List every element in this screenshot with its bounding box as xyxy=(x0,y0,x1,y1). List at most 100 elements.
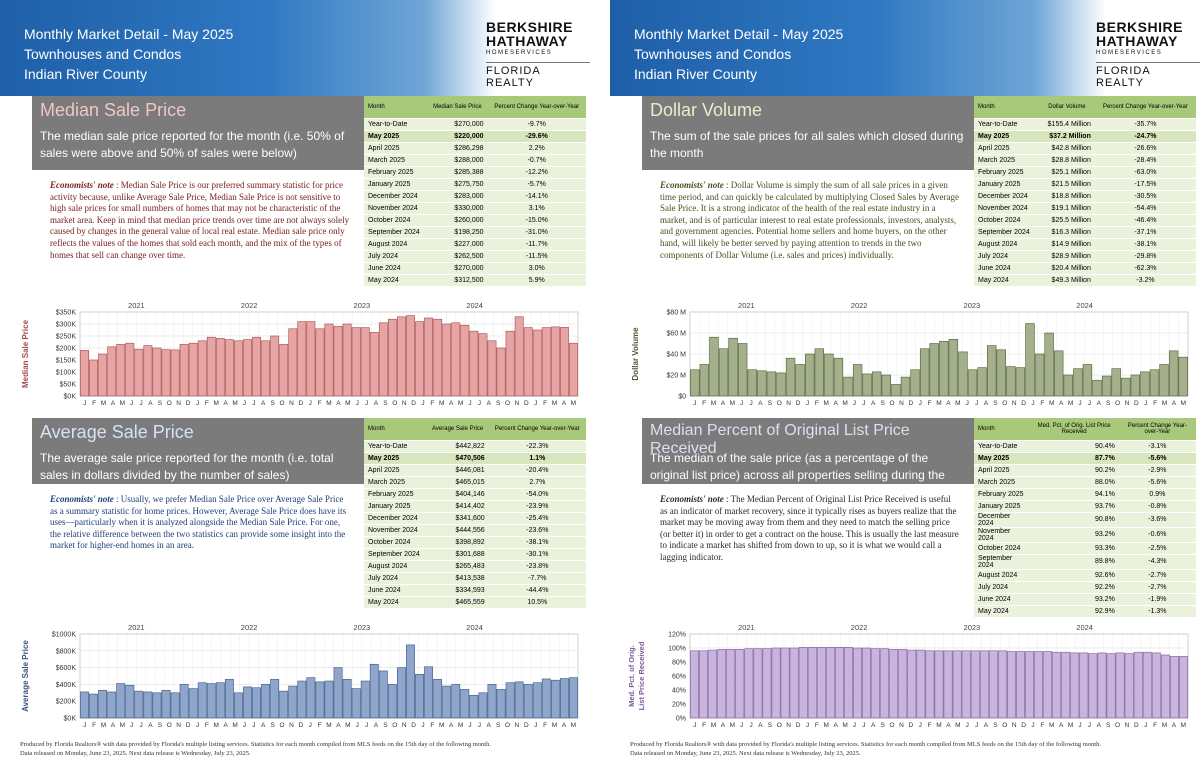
x-tick-label: J xyxy=(309,722,312,729)
year-label: 2023 xyxy=(964,301,981,310)
x-tick-label: M xyxy=(1162,722,1167,729)
bar xyxy=(1025,651,1034,719)
econ-lead: Economists' note xyxy=(50,494,114,504)
table-cell: January 2025 xyxy=(364,500,427,513)
x-tick-label: S xyxy=(993,722,998,729)
bar xyxy=(1178,356,1188,397)
bar xyxy=(306,321,316,397)
x-tick-label: O xyxy=(889,400,894,407)
year-label: 2021 xyxy=(738,301,755,310)
x-tick-label: S xyxy=(383,400,388,407)
x-tick-label: M xyxy=(552,722,557,729)
bar xyxy=(496,347,506,397)
brand-logo: BERKSHIRE HATHAWAY HOMESERVICES FLORIDA … xyxy=(486,20,590,89)
table-cell: -5.6% xyxy=(1118,452,1196,465)
table-cell: $286,298 xyxy=(427,142,488,155)
x-tick-label: J xyxy=(1144,400,1147,407)
x-tick-label: M xyxy=(730,722,735,729)
bar xyxy=(824,353,834,397)
bar xyxy=(433,318,443,397)
bar xyxy=(737,343,748,397)
table-row: June 2024 $334,593 -44.4% xyxy=(364,584,586,597)
x-tick-label: D xyxy=(411,722,416,729)
table-row: December 2024 $283,000 -14.1% xyxy=(364,190,586,203)
bar xyxy=(252,336,261,397)
x-tick-label: F xyxy=(318,400,322,407)
x-tick-label: N xyxy=(786,722,791,729)
x-tick-label: J xyxy=(1031,722,1034,729)
section-median: Median Sale Price The median sale price r… xyxy=(0,96,590,296)
x-tick-label: M xyxy=(1068,400,1073,407)
x-tick-label: F xyxy=(1153,400,1157,407)
x-tick-label: J xyxy=(83,722,86,729)
bar xyxy=(315,681,325,719)
bar xyxy=(690,650,699,719)
bar xyxy=(898,649,908,719)
y-tick-label: $20 M xyxy=(667,373,687,380)
x-tick-label: F xyxy=(702,400,706,407)
bar xyxy=(197,682,207,719)
table-cell: $227,000 xyxy=(427,238,488,251)
x-tick-label: M xyxy=(842,722,847,729)
bar xyxy=(880,648,890,719)
table-row: May 2025 87.7% -5.6% xyxy=(974,452,1196,465)
section-volume: Dollar Volume The sum of the sale prices … xyxy=(610,96,1200,296)
table-header: Median Sale Price xyxy=(427,96,488,119)
x-tick-label: S xyxy=(1106,722,1111,729)
bar xyxy=(89,359,99,397)
bar xyxy=(891,384,901,397)
bar xyxy=(532,329,542,397)
bar xyxy=(833,357,844,397)
x-tick-label: J xyxy=(139,722,142,729)
volume-chart: $0$20 M$40 M$60 M$80 MJ F M A M J J A S O N D J F M A M J… xyxy=(631,301,1189,407)
x-tick-label: J xyxy=(975,722,978,729)
x-tick-label: D xyxy=(1021,400,1026,407)
table-cell: 90.8% xyxy=(1029,512,1119,528)
year-label: 2024 xyxy=(466,623,483,632)
y-tick-label: $400K xyxy=(56,682,77,689)
table-cell: 0.9% xyxy=(1118,488,1196,501)
section-pctlist: Median Percent of Original List Price Re… xyxy=(610,418,1200,618)
table-cell: -37.1% xyxy=(1094,226,1196,239)
table-row: September 2024 $198,250 -31.0% xyxy=(364,226,586,239)
x-tick-label: J xyxy=(534,400,537,407)
year-label: 2023 xyxy=(354,301,371,310)
table-header: Percent Change Year-over-Year xyxy=(1094,96,1196,119)
table-cell: 1.1% xyxy=(488,452,586,465)
bar xyxy=(844,646,853,719)
y-tick-label: $800K xyxy=(56,648,77,655)
bar xyxy=(125,342,135,397)
x-tick-label: M xyxy=(326,722,331,729)
bar xyxy=(170,692,180,719)
x-tick-label: J xyxy=(252,722,255,729)
table-header: Month xyxy=(974,96,1040,119)
table-row: January 2025 $275,750 -5.7% xyxy=(364,178,586,191)
x-tick-label: N xyxy=(786,400,791,407)
x-tick-label: M xyxy=(1181,722,1186,729)
y-axis-label: Median Sale Price xyxy=(21,319,30,388)
x-tick-label: M xyxy=(711,400,716,407)
bar xyxy=(925,650,935,719)
table-cell: May 2025 xyxy=(364,130,428,143)
table-cell: 93.7% xyxy=(1029,500,1119,513)
x-tick-label: F xyxy=(928,400,932,407)
table-cell: $413,538 xyxy=(426,572,489,585)
bar xyxy=(1082,364,1093,397)
section-title: Median Percent of Original List Price Re… xyxy=(650,422,910,457)
bar xyxy=(324,680,334,719)
table-cell: -30.5% xyxy=(1094,190,1196,203)
x-tick-label: F xyxy=(1153,722,1157,729)
x-tick-label: A xyxy=(261,722,266,729)
bar xyxy=(728,337,738,397)
bar xyxy=(862,373,872,397)
table-header: Med. Pct. of Orig. List Price Received xyxy=(1029,418,1119,441)
bar xyxy=(889,649,899,719)
x-tick-label: A xyxy=(984,722,989,729)
table-row: October 2024 $398,892 -38.1% xyxy=(364,536,586,549)
year-label: 2021 xyxy=(128,623,145,632)
table-cell: $220,000 xyxy=(427,130,488,143)
x-tick-label: J xyxy=(862,722,865,729)
x-tick-label: A xyxy=(374,722,379,729)
x-tick-label: F xyxy=(543,400,547,407)
x-tick-label: O xyxy=(777,400,782,407)
